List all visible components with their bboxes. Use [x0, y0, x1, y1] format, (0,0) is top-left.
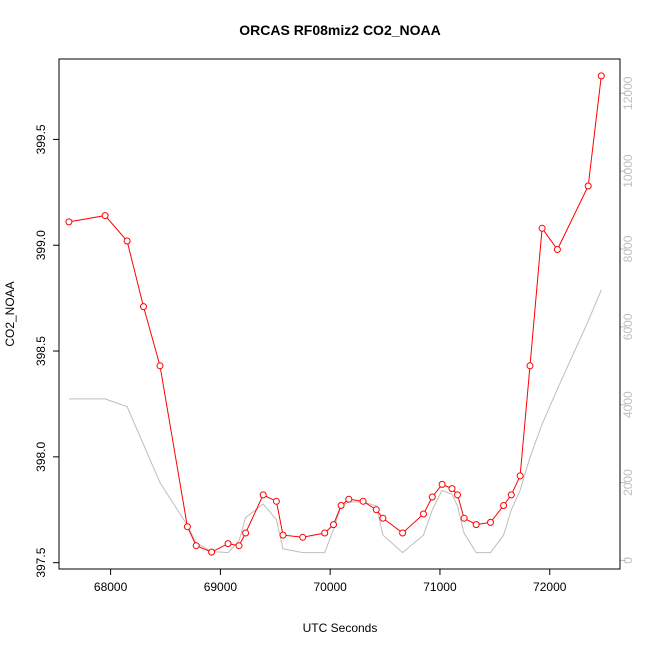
plot-frame [58, 58, 621, 570]
y-tick-label: 398.0 [34, 442, 48, 472]
x-tick-label: 71000 [423, 580, 457, 594]
x-tick-label: 69000 [204, 580, 238, 594]
co2-point [279, 531, 287, 539]
co2-point [584, 182, 592, 190]
y2-tick-label: 6000 [621, 313, 635, 340]
y2-tick-label: 8000 [621, 235, 635, 262]
co2-point [183, 523, 191, 531]
co2-point [538, 224, 546, 232]
y2-tick-label: 12000 [621, 76, 635, 110]
co2-point [526, 362, 534, 370]
co2-point [208, 548, 216, 556]
y2-tick-label: 10000 [621, 154, 635, 188]
co2-point [516, 472, 524, 480]
co2-point [242, 529, 250, 537]
co2-point [321, 529, 329, 537]
co2-point [472, 521, 480, 529]
x-axis-label: UTC Seconds [303, 621, 378, 635]
co2-point [420, 510, 427, 518]
co2-point [123, 237, 131, 245]
co2-point [460, 514, 468, 522]
y-axis-right: 0 2000 4000 6000 8000 10000 12000 [620, 76, 635, 564]
x-axis: 68000 69000 70000 71000 72000 [94, 569, 567, 594]
co2-point [379, 514, 387, 522]
co2-point [399, 529, 407, 537]
co2-point [345, 495, 353, 503]
co2-point [448, 485, 456, 493]
chart-title: ORCAS RF08miz2 CO2_NOAA [239, 22, 441, 38]
y-axis-label: CO2_NOAA [3, 281, 17, 346]
co2-point [507, 491, 515, 499]
y-tick-label: 397.5 [34, 547, 48, 577]
co2-point [553, 246, 561, 253]
co2-point [101, 212, 109, 220]
co2-point [235, 542, 243, 550]
co2-point [597, 72, 605, 80]
co2-point [156, 362, 164, 370]
y2-tick-label: 0 [621, 557, 635, 564]
co2-point [140, 303, 147, 311]
co2-point [359, 497, 367, 505]
co2-point [299, 533, 307, 541]
co2-point [438, 480, 446, 488]
y-axis-left: 397.5 398.0 398.5 399.0 399.5 [34, 124, 59, 578]
co2-point [224, 540, 232, 548]
y-tick-label: 399.5 [34, 124, 48, 154]
co2-point [500, 502, 508, 509]
co2-point [454, 491, 461, 499]
co2-point [337, 502, 345, 509]
co2-point [487, 518, 494, 526]
x-tick-label: 70000 [313, 580, 347, 594]
co2-point [192, 542, 200, 550]
y2-tick-label: 4000 [621, 391, 635, 418]
x-tick-label: 68000 [94, 580, 128, 594]
y-tick-label: 399.0 [34, 230, 48, 260]
co2-point [330, 521, 337, 529]
y-tick-label: 398.5 [34, 336, 48, 366]
y2-tick-label: 2000 [621, 469, 635, 496]
co2-point [259, 491, 267, 499]
co2-point [372, 506, 380, 514]
x-tick-label: 72000 [533, 580, 567, 594]
co2-point [65, 218, 73, 226]
co2-point [428, 493, 436, 501]
co2-point [272, 497, 280, 505]
plot-area [65, 72, 605, 556]
